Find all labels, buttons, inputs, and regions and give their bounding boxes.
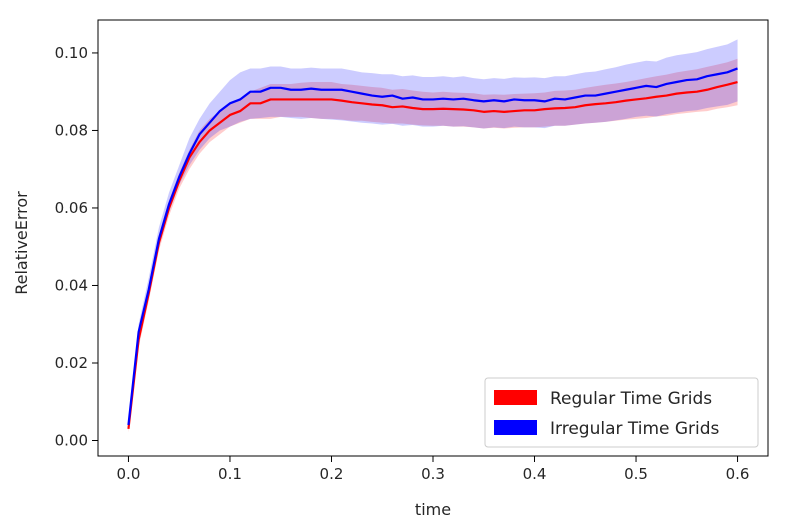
band-regular-time-grids <box>128 58 738 433</box>
legend-swatch-regular <box>494 390 537 405</box>
y-axis-label: RelativeError <box>12 191 31 295</box>
x-tick-label: 0.1 <box>218 465 242 483</box>
y-tick-label: 0.10 <box>55 44 88 62</box>
x-tick-label: 0.4 <box>523 465 547 483</box>
x-axis: 0.0 0.1 0.2 0.3 0.4 0.5 0.6 <box>117 456 750 483</box>
x-tick-label: 0.2 <box>320 465 344 483</box>
band-irregular-time-grids <box>128 39 738 429</box>
legend-label-regular: Regular Time Grids <box>550 389 712 409</box>
legend-box <box>484 377 759 448</box>
legend-label-irregular: Irregular Time Grids <box>550 419 720 439</box>
y-tick-label: 0.06 <box>55 199 88 217</box>
x-tick-label: 0.5 <box>624 465 648 483</box>
series-line-regular-time-grids <box>127 80 738 429</box>
x-tick-label: 0.3 <box>421 465 445 483</box>
y-tick-label: 0.04 <box>55 276 88 294</box>
y-axis: 0.00 0.02 0.04 0.06 0.08 0.10 <box>55 44 98 449</box>
series-line-irregular-time-grids <box>127 67 738 426</box>
confidence-bands <box>128 39 738 433</box>
legend-swatch-irregular <box>494 420 537 435</box>
y-tick-label: 0.02 <box>55 354 88 372</box>
y-tick-label: 0.00 <box>55 431 88 449</box>
x-tick-label: 0.0 <box>117 465 141 483</box>
series-lines <box>127 67 738 429</box>
x-tick-label: 0.6 <box>726 465 750 483</box>
x-axis-label: time <box>415 500 451 519</box>
y-tick-label: 0.08 <box>55 121 88 139</box>
legend: Regular Time Grids Irregular Time Grids <box>484 377 759 448</box>
